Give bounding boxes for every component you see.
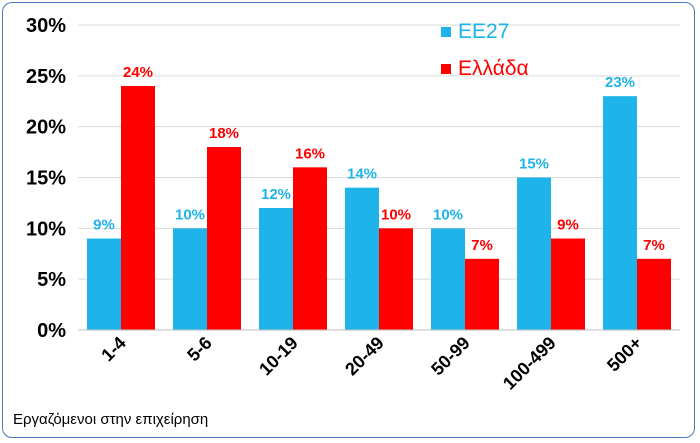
bars <box>87 86 671 331</box>
x-axis-ticks: 1-4 5-6 10-19 20-49 50-99 100-499 500+ <box>97 333 646 394</box>
x-tick-label: 5-6 <box>183 333 216 366</box>
x-tick-label: 100-499 <box>499 333 560 394</box>
bar-eu27 <box>259 208 293 330</box>
data-label-greece: 16% <box>295 145 325 162</box>
data-label-eu27: 15% <box>519 156 549 173</box>
x-tick-label: 1-4 <box>97 333 130 366</box>
y-tick-label: 20% <box>26 117 66 139</box>
bar-greece <box>121 86 155 330</box>
legend-label-eu27: ΕΕ27 <box>458 20 509 43</box>
y-tick-label: 10% <box>26 218 66 240</box>
x-tick-label: 10-19 <box>255 333 302 380</box>
bar-eu27 <box>173 228 207 330</box>
data-labels: 9% 10% 12% 14% 10% 15% 23% 24% 18% 16% 10% 7% 9% 7% <box>93 64 665 254</box>
x-tick-label: 20-49 <box>341 333 388 380</box>
bar-eu27 <box>603 96 637 331</box>
data-label-greece: 18% <box>209 125 239 142</box>
data-label-greece: 7% <box>471 237 493 254</box>
bar-greece <box>465 258 499 330</box>
data-label-eu27: 23% <box>605 74 635 91</box>
y-tick-label: 25% <box>26 66 66 88</box>
bar-greece <box>207 147 241 330</box>
y-tick-label: 15% <box>26 168 66 190</box>
data-label-eu27: 9% <box>93 217 115 234</box>
bar-eu27 <box>87 238 121 330</box>
data-label-greece: 24% <box>123 64 153 81</box>
x-axis-title: Εργαζόμενοι στην επιχείρηση <box>13 411 208 428</box>
y-tick-label: 0% <box>37 320 66 342</box>
bar-greece <box>637 258 671 330</box>
bar-greece <box>551 238 585 330</box>
data-label-eu27: 14% <box>347 166 377 183</box>
y-axis-ticks: 0% 5% 10% 15% 20% 25% 30% <box>26 15 66 342</box>
data-label-greece: 7% <box>643 237 665 254</box>
x-tick-label: 500+ <box>603 333 646 376</box>
legend-swatch-eu27 <box>441 27 451 37</box>
chart-frame: 0% 5% 10% 15% 20% 25% 30% 9% 10% 12% 14% 10% 15% 23%… <box>2 2 695 438</box>
legend: ΕΕ27 Ελλάδα <box>441 20 529 80</box>
x-tick-label: 50-99 <box>427 333 474 380</box>
data-label-eu27: 12% <box>261 186 291 203</box>
y-tick-label: 5% <box>37 269 66 291</box>
legend-swatch-greece <box>441 64 451 74</box>
legend-label-greece: Ελλάδα <box>458 57 529 80</box>
y-tick-label: 30% <box>26 15 66 37</box>
bar-eu27 <box>345 187 379 330</box>
data-label-eu27: 10% <box>175 206 205 223</box>
bar-eu27 <box>431 228 465 330</box>
bar-eu27 <box>517 177 551 330</box>
bar-greece <box>293 167 327 330</box>
data-label-eu27: 10% <box>433 206 463 223</box>
bar-chart: 0% 5% 10% 15% 20% 25% 30% 9% 10% 12% 14% 10% 15% 23%… <box>13 15 680 428</box>
data-label-greece: 10% <box>381 206 411 223</box>
data-label-greece: 9% <box>557 217 579 234</box>
bar-greece <box>379 228 413 330</box>
